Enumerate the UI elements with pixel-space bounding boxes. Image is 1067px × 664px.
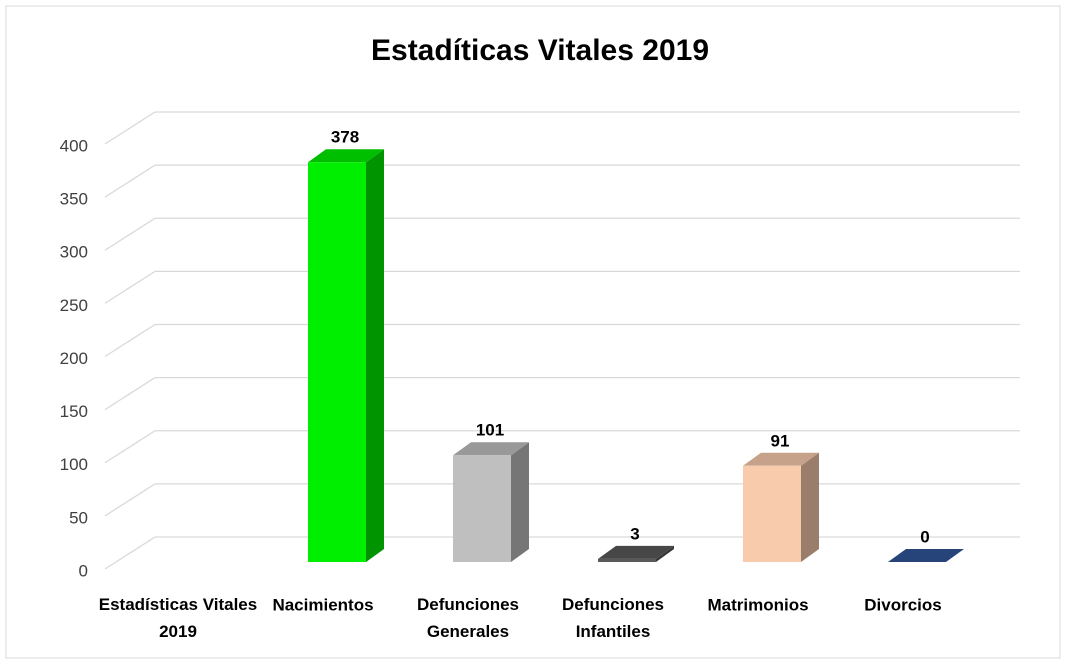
y-tick-label: 0 (79, 561, 88, 580)
grid-line (104, 430, 156, 464)
bar (308, 162, 366, 562)
grid-line (104, 217, 156, 251)
value-label: 3 (630, 524, 639, 543)
grid-line (104, 483, 156, 517)
bar-top (743, 452, 819, 466)
chart-frame (5, 5, 1061, 659)
value-label: 0 (920, 527, 929, 546)
x-tick-label: Defunciones Generales (417, 595, 519, 641)
bar-top (308, 149, 384, 163)
y-tick-label: 300 (60, 243, 88, 262)
value-label: 91 (771, 431, 790, 450)
chart-title: Estadíticas Vitales 2019 (371, 34, 709, 67)
grid-line (104, 377, 156, 411)
y-tick-label: 100 (60, 455, 88, 474)
bar-top (453, 442, 529, 456)
x-tick-label: Matrimonios (707, 595, 808, 614)
bar (743, 465, 801, 562)
y-tick-label: 400 (60, 136, 88, 155)
grid-line (104, 536, 156, 570)
y-tick-label: 50 (69, 508, 88, 527)
bar-side (366, 149, 384, 562)
bar-top (888, 549, 964, 562)
y-tick-label: 250 (60, 296, 88, 315)
x-tick-label: Defunciones Infantiles (562, 595, 664, 641)
grid-line (104, 323, 156, 358)
bar (453, 455, 511, 562)
value-label: 101 (476, 421, 504, 440)
y-tick-label: 150 (60, 402, 88, 421)
grid-line (104, 164, 156, 198)
bar-top (598, 545, 674, 559)
x-tick-label: Nacimientos (272, 595, 373, 614)
bar-side (656, 545, 674, 562)
value-label: 378 (331, 128, 359, 147)
bar-side (511, 442, 529, 562)
x-tick-label: Estadísticas Vitales 2019 (99, 595, 257, 641)
grid-line (104, 270, 156, 304)
y-tick-label: 200 (60, 349, 88, 368)
y-tick-label: 350 (60, 190, 88, 209)
bar (598, 558, 656, 562)
bar-side (801, 452, 819, 562)
grid-line (104, 111, 156, 145)
x-tick-label: Divorcios (864, 595, 941, 614)
